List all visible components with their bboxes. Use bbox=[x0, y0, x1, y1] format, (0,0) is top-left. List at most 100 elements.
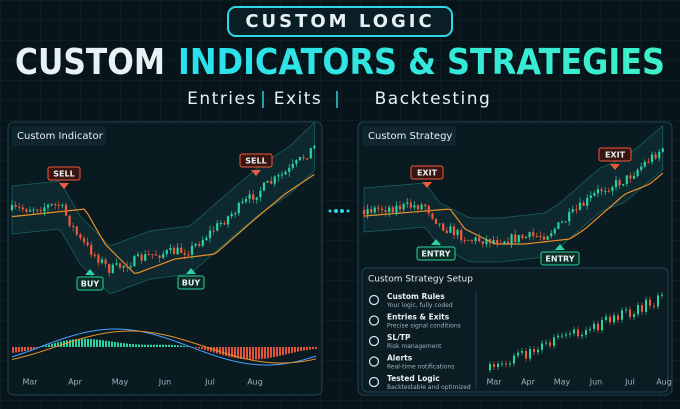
month-label: Apr bbox=[68, 378, 83, 387]
candle bbox=[529, 349, 531, 359]
candle bbox=[244, 199, 248, 202]
histogram-bar bbox=[78, 338, 80, 347]
histogram-bar bbox=[249, 347, 251, 360]
candle bbox=[535, 235, 538, 237]
histogram-bar bbox=[105, 340, 107, 347]
candle bbox=[550, 233, 553, 237]
histogram-bar bbox=[282, 347, 284, 356]
candle bbox=[525, 351, 527, 359]
candle bbox=[216, 223, 219, 231]
histogram-bar bbox=[207, 347, 209, 351]
candle bbox=[650, 154, 654, 163]
candle bbox=[505, 363, 507, 365]
signal-arrow bbox=[422, 182, 432, 188]
histogram-bar bbox=[219, 347, 221, 355]
candle bbox=[409, 202, 412, 208]
candle bbox=[581, 334, 583, 337]
histogram-bar bbox=[87, 338, 89, 347]
feature-title: Entries & Exits bbox=[387, 313, 450, 322]
signal-box bbox=[540, 251, 580, 266]
candle bbox=[14, 205, 17, 207]
candle bbox=[605, 316, 607, 320]
histogram-bar bbox=[180, 345, 182, 347]
histogram-bar bbox=[21, 347, 23, 352]
candle bbox=[384, 210, 387, 213]
histogram-bar bbox=[315, 347, 317, 349]
candle bbox=[625, 309, 627, 311]
candle bbox=[370, 209, 373, 213]
candle bbox=[162, 254, 165, 258]
candle bbox=[36, 209, 39, 211]
candle bbox=[230, 213, 233, 217]
histogram-bar bbox=[291, 347, 293, 353]
histogram-bar bbox=[312, 347, 314, 350]
candle bbox=[391, 207, 394, 213]
candle bbox=[557, 222, 560, 229]
candle bbox=[492, 240, 495, 244]
month-label: Aug bbox=[656, 378, 672, 387]
candle bbox=[517, 352, 519, 356]
separator: | bbox=[334, 89, 340, 109]
feature-icon bbox=[368, 356, 380, 367]
candle bbox=[506, 241, 510, 244]
candle bbox=[573, 329, 575, 334]
histogram-bar bbox=[90, 339, 92, 347]
candle bbox=[470, 240, 474, 242]
candle bbox=[463, 240, 466, 242]
candle bbox=[545, 342, 547, 344]
feature-icon bbox=[368, 335, 380, 347]
candle bbox=[589, 328, 591, 331]
candle bbox=[420, 204, 423, 210]
histogram-bar bbox=[75, 339, 77, 347]
candle bbox=[467, 240, 470, 242]
histogram-bar bbox=[27, 347, 29, 351]
candle bbox=[541, 343, 543, 350]
signal-label: EXIT bbox=[605, 151, 626, 160]
candle bbox=[406, 202, 409, 204]
candle bbox=[90, 244, 93, 255]
candle bbox=[636, 169, 639, 176]
candle bbox=[21, 207, 24, 210]
candle bbox=[539, 236, 542, 238]
subtitle-item: Exits bbox=[274, 89, 323, 109]
histogram-bar bbox=[30, 347, 32, 350]
candle bbox=[449, 226, 452, 233]
histogram-bar bbox=[48, 344, 50, 347]
histogram-bar bbox=[210, 347, 212, 352]
histogram-bar bbox=[42, 346, 44, 347]
candle bbox=[252, 194, 255, 200]
candle bbox=[54, 204, 57, 206]
candle bbox=[288, 167, 291, 172]
candle bbox=[388, 207, 391, 213]
histogram-bar bbox=[96, 339, 98, 347]
feature-description: Real-time notifications bbox=[387, 364, 454, 371]
candle bbox=[501, 363, 503, 365]
feature-icon bbox=[368, 294, 380, 306]
candle bbox=[176, 247, 179, 255]
candle bbox=[565, 334, 567, 336]
candle bbox=[499, 243, 502, 245]
histogram-bar bbox=[186, 346, 188, 347]
candle bbox=[270, 181, 273, 184]
candle bbox=[366, 209, 369, 215]
badge bbox=[227, 6, 453, 37]
month-label: Jun bbox=[589, 378, 603, 387]
candle bbox=[528, 232, 531, 237]
panel-header bbox=[362, 126, 456, 146]
histogram-bar bbox=[102, 340, 104, 347]
candle bbox=[413, 205, 416, 208]
month-label: Aug bbox=[247, 378, 263, 387]
histogram-bar bbox=[258, 347, 260, 360]
histogram-bar bbox=[150, 344, 152, 347]
candle bbox=[510, 234, 513, 244]
candle bbox=[398, 205, 402, 210]
histogram-bar bbox=[132, 344, 134, 347]
connector bbox=[328, 209, 350, 213]
candle bbox=[629, 309, 631, 318]
histogram-bar bbox=[60, 341, 62, 347]
subtitle-item: Backtesting bbox=[375, 89, 492, 109]
candle bbox=[537, 349, 539, 353]
signal: BUY bbox=[76, 269, 104, 291]
histogram-bar bbox=[177, 345, 179, 347]
